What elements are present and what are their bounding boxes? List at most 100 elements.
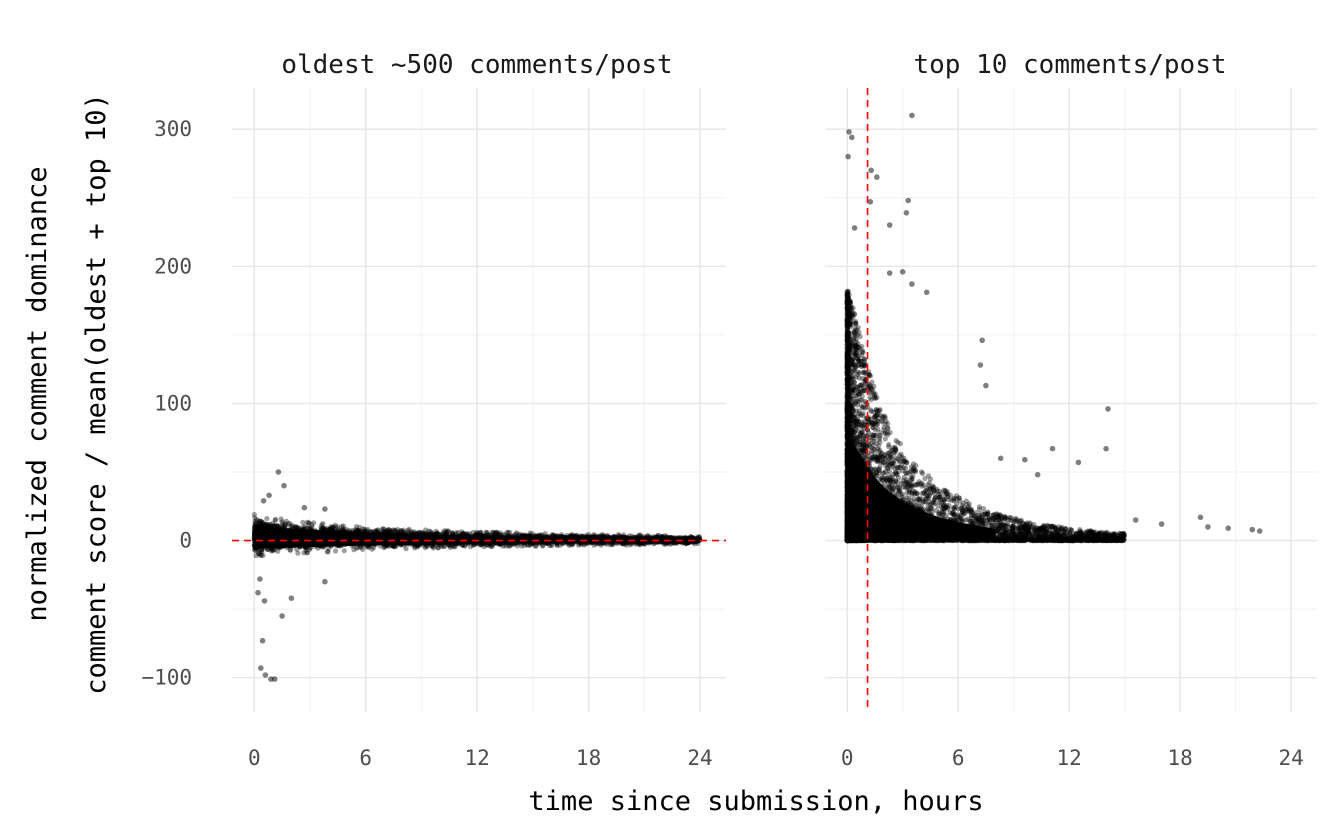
x-tick-label: 12	[464, 746, 489, 770]
data-point	[375, 527, 381, 533]
x-tick-label: 0	[248, 746, 261, 770]
data-point	[264, 515, 270, 522]
data-point	[259, 549, 265, 555]
data-point	[353, 524, 359, 530]
data-point	[405, 527, 411, 534]
data-point	[585, 531, 592, 537]
outlier-point	[322, 506, 328, 512]
data-point	[360, 546, 366, 553]
data-point	[270, 547, 276, 553]
right-gridlines	[825, 88, 1317, 712]
data-point	[419, 529, 425, 536]
data-point	[304, 519, 310, 525]
outlier-point	[262, 672, 269, 678]
outlier-point	[261, 598, 268, 604]
data-point	[264, 521, 270, 528]
data-point	[341, 548, 347, 554]
data-point	[461, 531, 467, 537]
left-gridlines	[232, 88, 726, 712]
data-point	[505, 530, 511, 536]
data-point	[655, 532, 662, 539]
data-point	[283, 521, 289, 527]
data-point	[558, 532, 565, 538]
data-point	[300, 519, 306, 525]
outlier-point	[279, 613, 285, 619]
data-point	[452, 544, 458, 550]
data-point	[278, 516, 284, 522]
data-point	[620, 532, 627, 538]
data-point	[549, 543, 555, 549]
data-point	[324, 549, 330, 555]
data-point	[290, 524, 296, 530]
left-x-tick-labels: 0 6 12 18 24	[248, 746, 713, 770]
outlier-point	[257, 576, 263, 582]
data-point	[340, 526, 346, 532]
data-point	[491, 530, 497, 537]
data-point	[332, 548, 339, 554]
outlier-point	[301, 504, 308, 511]
right-points	[844, 112, 1263, 544]
outlier-point	[322, 578, 328, 585]
outlier-point	[259, 637, 266, 644]
data-point	[354, 545, 360, 551]
data-point	[441, 543, 447, 550]
data-point	[283, 518, 289, 524]
data-point	[253, 517, 259, 523]
data-point	[667, 541, 673, 547]
outlier-point	[258, 665, 264, 671]
data-point	[306, 520, 312, 526]
data-point	[260, 519, 266, 526]
data-point	[272, 516, 278, 523]
outlier-point	[255, 589, 261, 596]
data-point	[271, 522, 278, 529]
outlier-point	[275, 469, 282, 475]
data-point	[569, 531, 575, 538]
data-point	[477, 529, 483, 536]
data-point	[365, 526, 371, 533]
data-point	[263, 521, 269, 528]
data-point	[581, 542, 587, 548]
data-point	[252, 515, 258, 521]
data-point	[485, 542, 491, 549]
data-point	[380, 526, 386, 532]
data-point	[445, 528, 452, 534]
data-point	[369, 546, 375, 552]
data-point	[484, 529, 490, 535]
data-point	[365, 544, 371, 550]
data-point	[412, 545, 418, 551]
data-point	[251, 547, 258, 553]
data-point	[627, 542, 634, 548]
data-point	[268, 548, 274, 554]
x-tick-label: 18	[576, 746, 601, 770]
data-point	[549, 532, 556, 538]
data-point	[306, 520, 312, 527]
data-point	[320, 525, 327, 532]
data-point	[360, 526, 366, 532]
data-point	[492, 530, 498, 536]
data-point	[467, 531, 473, 537]
data-point	[379, 527, 385, 533]
data-point	[381, 526, 387, 532]
data-point	[610, 542, 616, 548]
data-point	[329, 526, 335, 532]
data-point	[540, 543, 546, 549]
outlier-point	[281, 482, 287, 489]
data-point	[339, 523, 345, 530]
data-point	[356, 528, 362, 534]
left-points	[251, 469, 703, 682]
left-panel-title: oldest ~500 comments/post	[281, 50, 672, 80]
data-point	[362, 526, 368, 532]
x-tick-label: 24	[687, 746, 712, 770]
data-point	[295, 550, 301, 556]
outlier-point	[288, 595, 295, 601]
data-point	[557, 542, 563, 548]
data-point	[449, 530, 455, 536]
data-point	[536, 532, 543, 538]
data-point	[340, 523, 346, 529]
data-point	[374, 528, 380, 534]
data-point	[320, 521, 326, 527]
data-point	[435, 545, 441, 551]
data-point	[425, 543, 431, 549]
data-point	[566, 542, 572, 548]
